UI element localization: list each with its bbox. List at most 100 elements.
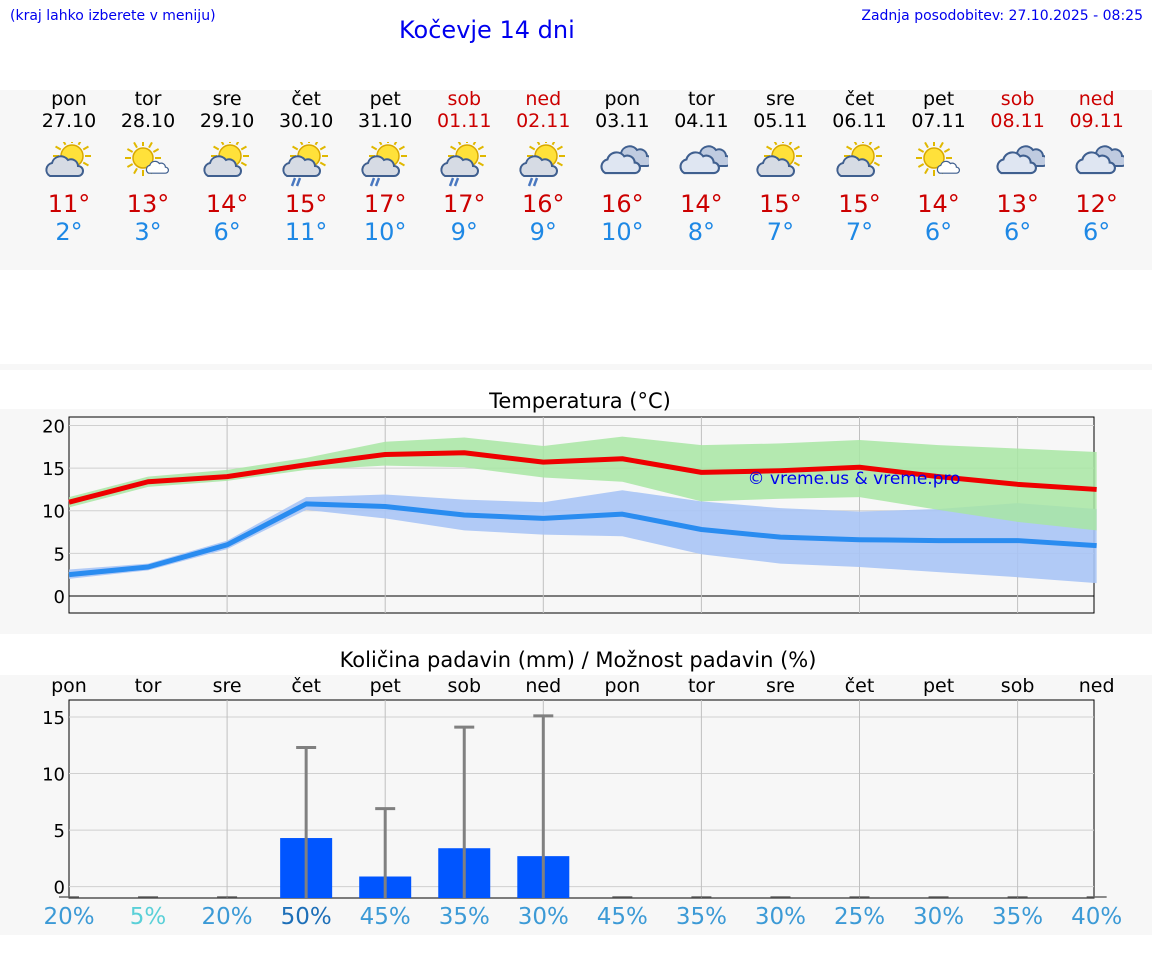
partly-cloudy-rain-icon (361, 142, 408, 187)
day-column: sob 08.11 13° 6° (978, 88, 1058, 246)
max-temp-line (68, 450, 1097, 505)
temp-min: 6° (1003, 218, 1032, 246)
x-tick-label: pon (51, 675, 87, 697)
temp-max: 14° (205, 190, 249, 218)
day-name: tor (134, 88, 162, 110)
y-tick-label: 10 (42, 502, 65, 523)
y-tick-label: 5 (54, 544, 65, 565)
partly-cloudy-icon (835, 142, 882, 177)
cloudy-icon (679, 145, 729, 175)
precip-chance: 50% (280, 904, 332, 930)
temp-max: 13° (126, 190, 170, 218)
day-date: 28.10 (120, 110, 176, 132)
min-temp-band (69, 490, 1097, 584)
temp-min: 6° (924, 218, 953, 246)
temp-max: 13° (996, 190, 1039, 218)
day-column: pet 31.10 17° 10° (345, 88, 425, 246)
day-name: sre (765, 88, 795, 110)
precip-chance: 45% (359, 904, 411, 930)
temp-min: 6° (1083, 218, 1111, 246)
day-column: sre 29.10 14° 6° (187, 88, 267, 246)
precip-chance: 45% (596, 904, 648, 930)
day-column: sre 05.11 15° 7° (740, 88, 820, 246)
day-date: 03.11 (595, 110, 650, 132)
temp-min: 2° (55, 218, 83, 246)
x-tick-label: čet (845, 675, 875, 697)
day-column: tor 04.11 14° 8° (661, 88, 741, 246)
min-temp-line (68, 501, 1097, 578)
cloudy-icon (1075, 145, 1124, 175)
menu-hint: (kraj lahko izberete v meniju) (10, 8, 216, 24)
day-date: 02.11 (516, 110, 571, 132)
x-tick-label: tor (688, 675, 715, 697)
day-name: sre (212, 88, 242, 110)
precip-chance: 35% (438, 904, 490, 930)
day-column: tor 28.10 13° 3° (108, 88, 188, 246)
temp-max: 15° (838, 190, 881, 218)
temp-min: 6° (213, 218, 241, 246)
x-tick-label: pet (923, 675, 954, 697)
temp-max: 17° (363, 190, 407, 218)
temp-min: 3° (134, 218, 162, 246)
partly-cloudy-icon (756, 142, 803, 177)
day-date: 01.11 (437, 110, 492, 132)
partly-cloudy-icon (45, 142, 91, 177)
day-name: ned (1078, 88, 1115, 110)
y-tick-label: 0 (54, 878, 65, 899)
day-date: 07.11 (911, 110, 966, 132)
day-name: tor (687, 88, 715, 110)
plot-area (68, 699, 1095, 899)
temp-max: 12° (1075, 190, 1118, 218)
day-date: 31.10 (357, 110, 413, 132)
partly-cloudy-rain-icon (282, 142, 329, 187)
day-date: 05.11 (753, 110, 808, 132)
day-column: ned 02.11 16° 9° (503, 88, 583, 246)
temp-min: 9° (529, 218, 557, 246)
y-tick-label: 5 (54, 821, 65, 842)
day-name: ned (525, 88, 562, 110)
precip-chance: 40% (1071, 904, 1123, 930)
day-name: pet (369, 88, 401, 110)
y-tick-label: 15 (42, 708, 65, 729)
temp-min: 9° (450, 218, 478, 246)
temp-max: 15° (284, 190, 328, 218)
x-tick-label: sob (1001, 675, 1035, 697)
temp-min: 11° (284, 218, 328, 246)
precip-chance: 30% (517, 904, 569, 930)
x-tick-label: sob (447, 675, 481, 697)
day-name: pet (922, 88, 955, 110)
day-date: 04.11 (674, 110, 729, 132)
temp-min: 7° (845, 218, 874, 246)
chart-title: Temperatura (°C) (488, 389, 671, 413)
day-column: čet 06.11 15° 7° (820, 88, 900, 246)
x-tick-label: pet (370, 675, 401, 697)
day-name: sob (1000, 88, 1035, 110)
page-title: Kočevje 14 dni (399, 16, 575, 44)
day-name: pon (604, 88, 641, 110)
day-name: čet (291, 88, 321, 110)
sun-small-cloud-icon (125, 142, 169, 176)
cloudy-icon (600, 145, 650, 175)
y-tick-label: 10 (42, 765, 65, 786)
x-tick-label: pon (604, 675, 640, 697)
precip-chance: 20% (43, 904, 95, 930)
partly-cloudy-rain-icon (519, 142, 566, 187)
temp-max: 16° (522, 190, 565, 218)
temp-min: 10° (363, 218, 407, 246)
precip-chance: 30% (912, 904, 965, 930)
cloudy-icon (996, 145, 1045, 175)
precip-chance: 20% (201, 904, 253, 930)
y-tick-label: 15 (42, 459, 65, 480)
x-tick-label: čet (291, 675, 321, 697)
x-tick-label: sre (766, 675, 795, 697)
precip-chance: 30% (754, 904, 806, 930)
precip-chance: 35% (675, 904, 727, 930)
last-updated: Zadnja posodobitev: 27.10.2025 - 08:25 (861, 8, 1143, 24)
temperature-chart: 0 5 10 15 20 Temperatura (°C) © vreme.us & vre… (42, 389, 1097, 614)
temp-max: 17° (442, 190, 486, 218)
day-date: 30.10 (278, 110, 334, 132)
temp-max: 15° (759, 190, 802, 218)
x-tick-label: sre (213, 675, 242, 697)
day-date: 27.10 (41, 110, 97, 132)
chart-title: Količina padavin (mm) / Možnost padavin … (340, 648, 817, 672)
